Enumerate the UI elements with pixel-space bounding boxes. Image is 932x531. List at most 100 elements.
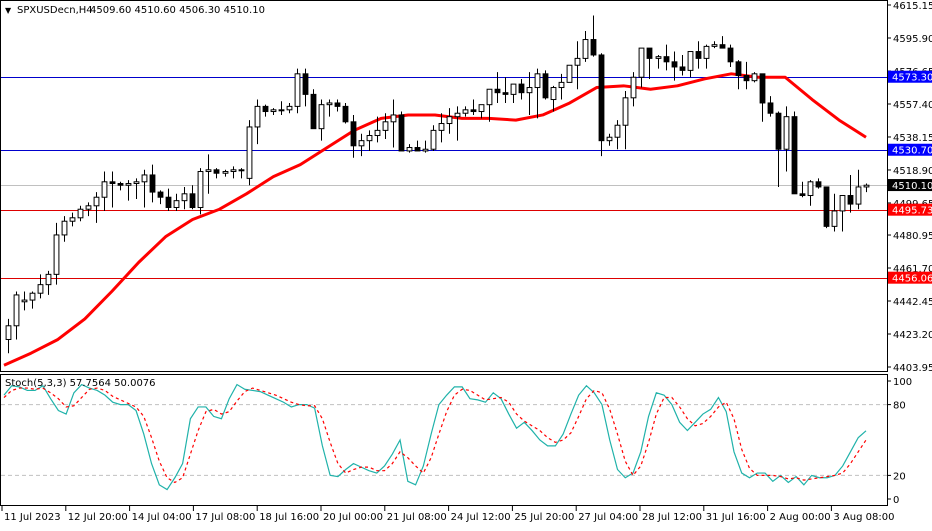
candle (438, 113, 445, 143)
svg-text:4495.73: 4495.73 (892, 206, 932, 217)
candle (254, 99, 261, 145)
candle (117, 181, 124, 191)
candle (406, 144, 413, 153)
candle (358, 133, 365, 157)
candle (502, 77, 509, 103)
horizontal-lines[interactable] (1, 77, 887, 279)
candle (414, 140, 421, 152)
candle (743, 61, 750, 90)
candle (759, 73, 766, 122)
candle (398, 111, 405, 152)
candle (21, 291, 28, 311)
candle (510, 83, 517, 103)
candle (550, 85, 557, 112)
svg-text:4530.70: 4530.70 (892, 146, 932, 157)
candle (807, 180, 814, 206)
candle (13, 291, 20, 340)
candle (534, 68, 541, 119)
candle (422, 140, 429, 153)
svg-text:4573.30: 4573.30 (892, 73, 932, 84)
candle (165, 188, 172, 211)
time-axis[interactable]: 11 Jul 2023 12 Jul 20:00 14 Jul 04:00 17 Ju… (1, 506, 894, 523)
candle (574, 41, 581, 90)
candle (5, 318, 12, 354)
candle (855, 169, 862, 210)
dropdown-arrow-icon[interactable]: ▼ (5, 6, 12, 15)
candle (222, 169, 229, 177)
candle (270, 108, 277, 115)
candle (45, 270, 52, 295)
price-tick-label: 4518.90 (893, 166, 932, 177)
candle (799, 181, 806, 198)
time-tick-label: 18 Jul 16:00 (259, 512, 319, 523)
candle (77, 205, 84, 222)
candle (133, 178, 140, 199)
price-tick-label: 4557.40 (893, 100, 932, 111)
candle (454, 106, 461, 141)
price-level-tag: 4510.10 (888, 179, 932, 192)
candle (663, 44, 670, 71)
candle (526, 72, 533, 115)
candle (302, 68, 309, 107)
candle (558, 73, 565, 100)
candle (69, 212, 76, 227)
candle (494, 72, 501, 103)
candle (189, 185, 196, 210)
price-tick-label: 4595.90 (893, 34, 932, 45)
candle (109, 171, 116, 208)
candle (374, 116, 381, 143)
time-tick-label: 17 Jul 08:00 (195, 512, 255, 523)
price-level-tag: 4530.70 (888, 143, 932, 157)
candle (598, 53, 605, 157)
candle (606, 133, 613, 146)
candle (727, 44, 734, 67)
candle (462, 106, 469, 117)
candle (238, 168, 245, 179)
candle (342, 102, 349, 124)
price-axis[interactable]: 4615.154595.904576.654557.404538.154518.… (887, 1, 932, 374)
candle (847, 174, 854, 213)
candle (141, 169, 148, 208)
candlestick-series (5, 15, 870, 354)
candle (815, 178, 822, 189)
stochastic-oscillator (1, 383, 887, 491)
candle (294, 68, 301, 114)
time-tick-label: 21 Jul 08:00 (387, 512, 447, 523)
candle (125, 180, 132, 201)
time-tick-label: 25 Jul 20:00 (514, 512, 574, 523)
candle (101, 171, 108, 211)
candle (687, 51, 694, 78)
price-level-tag: 4456.06 (888, 271, 932, 285)
candle (334, 99, 341, 112)
candle (149, 164, 156, 203)
candle (205, 154, 212, 194)
price-level-tag: 4495.73 (888, 203, 932, 217)
candle (310, 89, 317, 130)
candle (197, 168, 204, 215)
candle (839, 195, 846, 232)
candle (751, 72, 758, 83)
candle (213, 168, 220, 179)
candle (711, 41, 718, 49)
time-tick-label: 31 Jul 16:00 (706, 512, 766, 523)
candle (366, 130, 373, 151)
candle (37, 274, 44, 299)
candle (679, 54, 686, 76)
candle (286, 102, 293, 114)
price-tick-label: 4538.15 (893, 133, 932, 144)
symbol-label: SPXUSDecn,H4 (17, 5, 93, 16)
price-level-tag: 4573.30 (888, 70, 932, 84)
candle (486, 88, 493, 122)
svg-text:4456.06: 4456.06 (892, 274, 932, 285)
candle (863, 183, 870, 193)
candle (518, 78, 525, 100)
candle (542, 70, 549, 100)
candle (775, 111, 782, 187)
stoch-tick-label: 20 (893, 471, 906, 482)
candle (61, 216, 68, 242)
candle (246, 120, 253, 186)
candle (823, 186, 830, 229)
time-tick-label: 27 Jul 04:00 (578, 512, 638, 523)
